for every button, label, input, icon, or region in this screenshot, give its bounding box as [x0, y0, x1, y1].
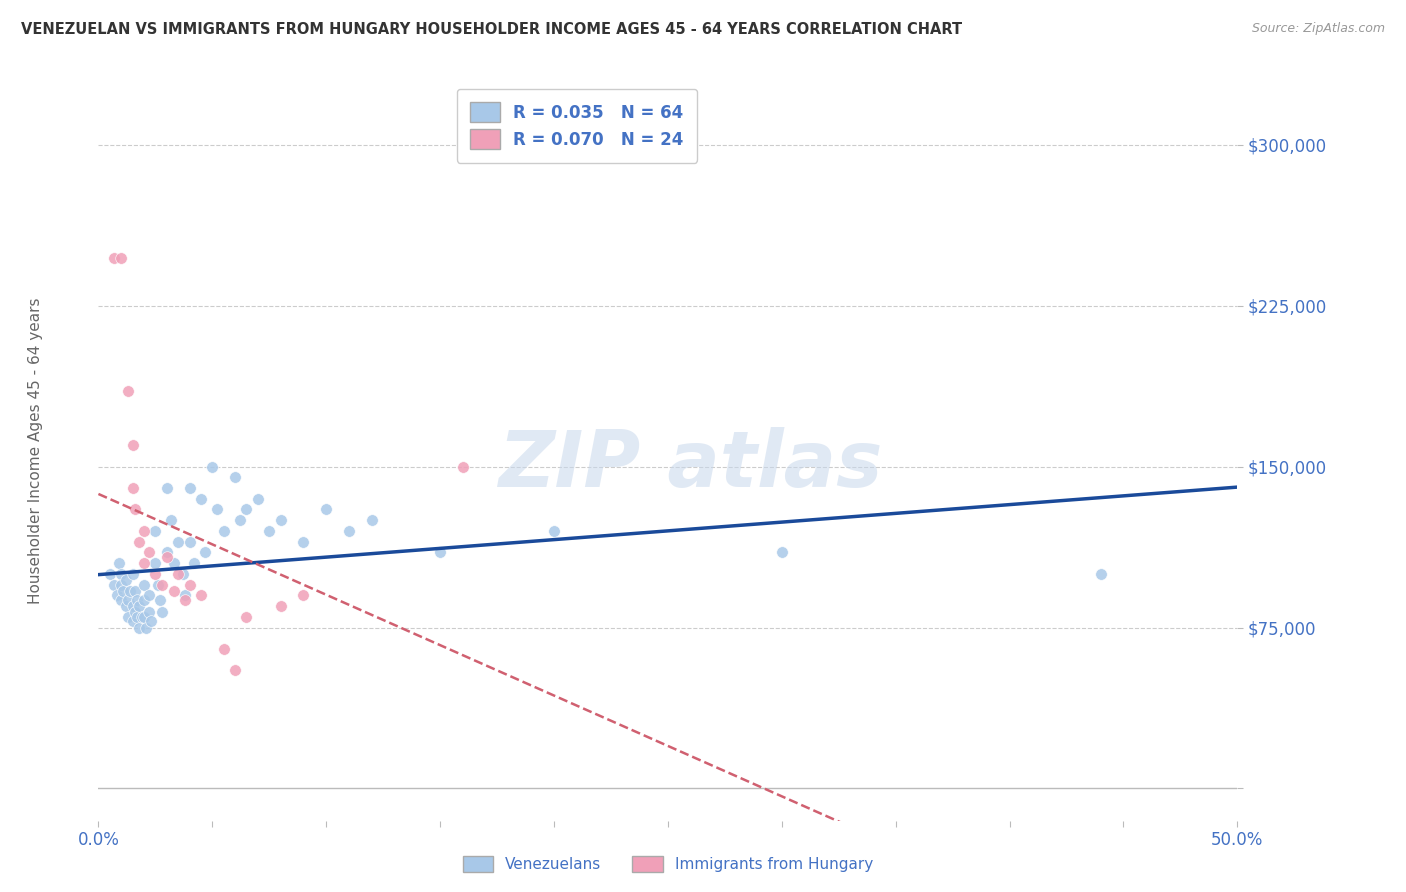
- Point: [132, 556, 155, 570]
- Point: [110, 592, 132, 607]
- Point: [360, 513, 382, 527]
- Point: [174, 592, 197, 607]
- Point: [110, 252, 132, 266]
- Point: [98, 566, 121, 581]
- Point: [124, 606, 146, 620]
- Point: [259, 524, 281, 538]
- Point: [117, 609, 139, 624]
- Point: [145, 556, 167, 570]
- Point: [543, 524, 565, 538]
- Point: [190, 491, 212, 506]
- Point: [179, 577, 201, 591]
- Point: [167, 566, 190, 581]
- Point: [128, 620, 150, 634]
- Point: [1090, 566, 1112, 581]
- Point: [145, 524, 167, 538]
- Point: [121, 614, 143, 628]
- Point: [108, 556, 131, 570]
- Point: [162, 556, 184, 570]
- Point: [128, 599, 150, 613]
- Point: [138, 606, 160, 620]
- Text: ZIP atlas: ZIP atlas: [499, 427, 883, 503]
- Point: [127, 592, 149, 607]
- Point: [337, 524, 360, 538]
- Point: [205, 502, 228, 516]
- Point: [150, 577, 173, 591]
- Text: VENEZUELAN VS IMMIGRANTS FROM HUNGARY HOUSEHOLDER INCOME AGES 45 - 64 YEARS CORR: VENEZUELAN VS IMMIGRANTS FROM HUNGARY HO…: [21, 22, 962, 37]
- Point: [132, 577, 155, 591]
- Point: [224, 664, 246, 678]
- Point: [179, 481, 201, 495]
- Point: [451, 459, 474, 474]
- Point: [429, 545, 451, 559]
- Point: [150, 606, 173, 620]
- Point: [212, 524, 235, 538]
- Point: [105, 588, 128, 602]
- Point: [110, 577, 132, 591]
- Point: [132, 592, 155, 607]
- Point: [112, 584, 135, 599]
- Text: Source: ZipAtlas.com: Source: ZipAtlas.com: [1251, 22, 1385, 36]
- Point: [132, 524, 155, 538]
- Point: [156, 481, 179, 495]
- Point: [131, 609, 153, 624]
- Point: [103, 577, 125, 591]
- Point: [212, 642, 235, 657]
- Point: [149, 592, 172, 607]
- Point: [179, 534, 201, 549]
- Point: [292, 588, 315, 602]
- Point: [146, 577, 169, 591]
- Point: [138, 588, 160, 602]
- Point: [172, 566, 194, 581]
- Point: [138, 545, 160, 559]
- Point: [270, 599, 292, 613]
- Point: [114, 574, 136, 588]
- Point: [183, 556, 205, 570]
- Point: [124, 584, 146, 599]
- Point: [110, 566, 132, 581]
- Point: [121, 599, 143, 613]
- Point: [174, 588, 197, 602]
- Point: [132, 609, 155, 624]
- Point: [117, 592, 139, 607]
- Point: [114, 599, 136, 613]
- Y-axis label: Householder Income Ages 45 - 64 years: Householder Income Ages 45 - 64 years: [28, 297, 42, 604]
- Point: [224, 470, 246, 484]
- Point: [235, 609, 257, 624]
- Point: [292, 534, 315, 549]
- Point: [190, 588, 212, 602]
- Point: [194, 545, 217, 559]
- Point: [235, 502, 257, 516]
- Point: [124, 502, 146, 516]
- Point: [270, 513, 292, 527]
- Point: [167, 534, 190, 549]
- Point: [121, 481, 143, 495]
- Point: [117, 384, 139, 399]
- Legend: Venezuelans, Immigrants from Hungary: Venezuelans, Immigrants from Hungary: [456, 848, 880, 880]
- Point: [145, 566, 167, 581]
- Point: [139, 614, 162, 628]
- Point: [156, 545, 179, 559]
- Point: [315, 502, 337, 516]
- Point: [156, 549, 179, 564]
- Point: [103, 252, 125, 266]
- Point: [246, 491, 269, 506]
- Point: [121, 438, 143, 452]
- Point: [120, 584, 142, 599]
- Point: [121, 566, 143, 581]
- Point: [770, 545, 793, 559]
- Point: [128, 534, 150, 549]
- Point: [162, 584, 184, 599]
- Point: [127, 609, 149, 624]
- Point: [160, 513, 183, 527]
- Point: [228, 513, 250, 527]
- Point: [201, 459, 224, 474]
- Point: [135, 620, 157, 634]
